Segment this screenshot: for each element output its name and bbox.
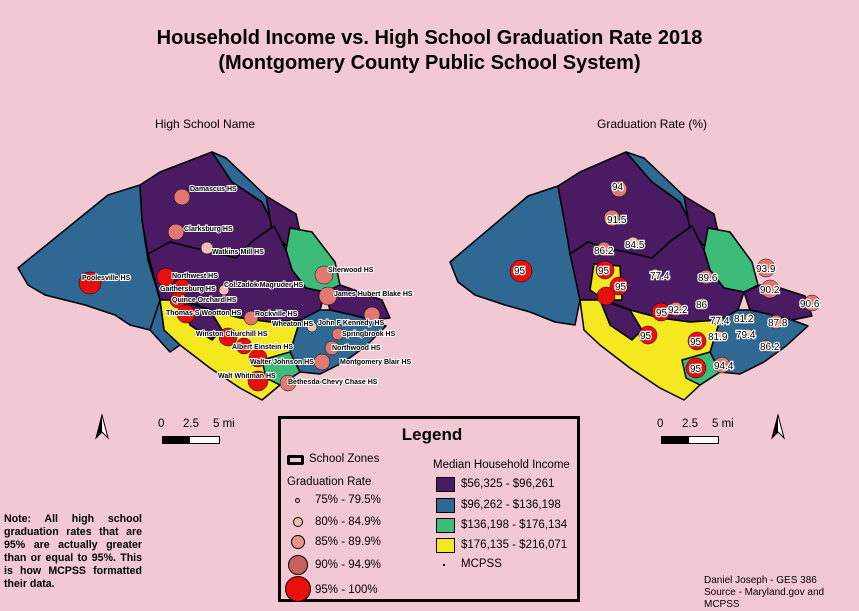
label-magruder-hs: Col.Zadok Magruder HS bbox=[224, 282, 304, 289]
rate-kennedy: 77.4 bbox=[710, 316, 730, 327]
legend-income-class-3: $136,198 - $176,134 bbox=[461, 519, 568, 531]
rate-springbrook: 90.6 bbox=[800, 299, 820, 310]
legend-grad-title: Graduation Rate bbox=[287, 476, 372, 488]
income-swatch-1 bbox=[436, 477, 455, 492]
zone-poolesville bbox=[17, 184, 161, 331]
rate-watkins-mill: 84.5 bbox=[625, 240, 645, 251]
grad-symbol-1 bbox=[295, 498, 300, 503]
legend-income-title: Median Household Income bbox=[433, 459, 570, 471]
legend-grad-class-3: 85% - 89.9% bbox=[315, 536, 381, 548]
label-blake-hs: James Hubert Blake HS bbox=[334, 291, 413, 298]
legend-box: Legend School Zones Graduation Rate 75% … bbox=[278, 416, 580, 602]
rate-churchill: 92.2 bbox=[668, 305, 688, 316]
rate-takoma: 79.4 bbox=[736, 330, 756, 341]
rate-paint-branch: 81.2 bbox=[734, 314, 754, 325]
rate-kennedy-east: 86.2 bbox=[760, 342, 780, 353]
legend-grad-class-2: 80% - 84.9% bbox=[315, 516, 381, 528]
label-damascus-hs: Damascus HS bbox=[190, 186, 237, 193]
rate-blake: 90.2 bbox=[760, 285, 780, 296]
rate-rockville: 89.6 bbox=[698, 273, 718, 284]
label-rockville-hs: Rockville HS bbox=[255, 311, 298, 318]
zone-poolesville-r bbox=[449, 185, 581, 326]
mcpss-point-symbol bbox=[443, 564, 445, 566]
grad-symbol-4 bbox=[288, 555, 308, 575]
label-kennedy-hs: John F Kennedy HS bbox=[318, 320, 384, 327]
label-springbrook-hs: Springbrook HS bbox=[342, 331, 396, 338]
right-map-label: Graduation Rate (%) bbox=[597, 117, 708, 131]
rate-northwest: 86.2 bbox=[594, 246, 614, 257]
rate-poolesville: 95 bbox=[514, 266, 526, 277]
label-walter-johnson-hs: Walter Johnson HS bbox=[250, 359, 314, 366]
rate-wootton: 95 bbox=[656, 308, 668, 319]
label-gaithersburg-hs: Gaithersburg HS bbox=[160, 286, 216, 293]
zone-churchill bbox=[149, 299, 181, 353]
label-poolesville-hs: Poolesville HS bbox=[82, 275, 131, 282]
label-churchill-hs: Winston Churchill HS bbox=[196, 331, 268, 338]
label-blair-hs: Montgomery Blair HS bbox=[340, 359, 412, 366]
rate-sherwood: 93.9 bbox=[756, 264, 776, 275]
rate-magruder: 77.4 bbox=[650, 271, 670, 282]
rate-gaithersburg: 95 bbox=[598, 266, 610, 277]
scale-tick-2-5: 2.5 bbox=[183, 418, 199, 430]
credit-author: Daniel Joseph - GES 386 bbox=[704, 575, 817, 586]
label-whitman-hs: Walt Whitman HS bbox=[218, 373, 276, 380]
label-wootton-hs: Thomas S Wootton HS bbox=[166, 310, 242, 317]
label-einstein-hs: Albert Einstein HS bbox=[232, 344, 293, 351]
label-sherwood-hs: Sherwood HS bbox=[328, 267, 374, 274]
label-watkins-mill-hs: Watkins Mill HS bbox=[212, 249, 264, 256]
grad-symbol-3 bbox=[291, 535, 305, 549]
label-quince-orchard-hs: Quince Orchard HS bbox=[172, 297, 237, 304]
left-map: Damascus HS Clarksburg HS Watkins Mill H… bbox=[17, 151, 414, 401]
rate-bcc: 94.4 bbox=[714, 361, 734, 372]
rate-damascus: 94 bbox=[612, 182, 624, 193]
map-title-line2: (Montgomery County Public School System) bbox=[218, 52, 641, 74]
scale-bar-right: 0 2.5 5 mi bbox=[657, 418, 747, 448]
right-map: 94 91.5 86.2 84.5 95 95 95 77.4 89.6 93.… bbox=[449, 151, 821, 401]
legend-school-zones: School Zones bbox=[309, 453, 380, 465]
rate-clarksburg: 91.5 bbox=[607, 215, 627, 226]
scale-tick-0: 0 bbox=[158, 418, 165, 430]
north-arrow-icon-right bbox=[771, 414, 785, 440]
school-zone-swatch bbox=[287, 455, 304, 465]
note-text: Note: All high school graduation rates t… bbox=[4, 513, 142, 590]
label-clarksburg-hs: Clarksburg HS bbox=[184, 226, 233, 233]
credit-block: Daniel Joseph - GES 386 Source - Marylan… bbox=[704, 575, 859, 611]
rate-wheaton: 86 bbox=[696, 300, 708, 311]
legend-grad-class-4: 90% - 94.9% bbox=[315, 559, 381, 571]
map-title-line1: Household Income vs. High School Graduat… bbox=[156, 27, 703, 49]
scale-tick-2-5-r: 2.5 bbox=[682, 418, 698, 430]
zone-wootton-r bbox=[599, 299, 643, 341]
legend-title: Legend bbox=[401, 425, 463, 444]
legend-grad-class-1: 75% - 79.5% bbox=[315, 494, 381, 506]
legend-mcpss: MCPSS bbox=[461, 558, 502, 570]
rate-walter-johnson: 95 bbox=[690, 337, 702, 348]
label-wheaton-hs: Wheaton HS bbox=[272, 321, 314, 328]
scale-bar-left: 0 2.5 5 mi bbox=[158, 418, 248, 448]
legend-income-class-1: $56,325 - $96,261 bbox=[461, 478, 555, 490]
scale-tick-0-r: 0 bbox=[657, 418, 664, 430]
legend-income-class-4: $176,135 - $216,071 bbox=[461, 539, 568, 551]
income-swatch-3 bbox=[436, 518, 455, 533]
left-map-label: High School Name bbox=[155, 117, 256, 131]
rate-whitman: 95 bbox=[690, 364, 702, 375]
scale-tick-5mi: 5 mi bbox=[213, 418, 235, 430]
rate-blair: 81.9 bbox=[708, 332, 728, 343]
grad-symbol-5 bbox=[285, 576, 311, 602]
label-northwood-hs: Northwood HS bbox=[332, 345, 381, 352]
label-northwest-hs: Northwest HS bbox=[172, 273, 218, 280]
north-arrow-icon-left bbox=[95, 414, 109, 440]
label-bcc-hs: Bethesda-Chevy Chase HS bbox=[288, 379, 378, 386]
map-title: Household Income vs. High School Graduat… bbox=[0, 26, 859, 76]
grad-symbol-2 bbox=[293, 517, 303, 527]
income-swatch-4 bbox=[436, 538, 455, 553]
scale-tick-5mi-r: 5 mi bbox=[712, 418, 734, 430]
rate-einstein: 95 bbox=[640, 331, 652, 342]
credit-source: Source - Maryland.gov and MCPSS bbox=[704, 587, 825, 610]
legend-income-class-2: $96,262 - $136,198 bbox=[461, 499, 561, 511]
rate-northwood: 87.8 bbox=[768, 318, 788, 329]
rate-quince-orchard: 95 bbox=[615, 282, 627, 293]
income-swatch-2 bbox=[436, 498, 455, 513]
legend-grad-class-5: 95% - 100% bbox=[315, 584, 378, 596]
